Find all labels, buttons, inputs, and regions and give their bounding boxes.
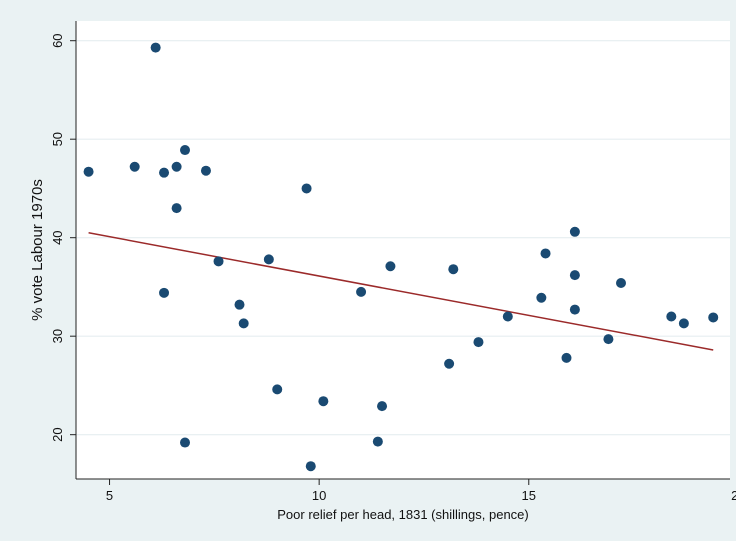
y-tick-label-60: 60 xyxy=(50,33,65,47)
data-point-15 xyxy=(301,183,312,194)
grid-lines xyxy=(76,40,730,436)
data-point-19 xyxy=(372,436,383,447)
data-point-34 xyxy=(666,311,677,322)
x-tick-label-15: 15 xyxy=(522,488,536,503)
data-point-10 xyxy=(180,437,190,448)
data-point-23 xyxy=(448,264,459,275)
fit-line xyxy=(88,232,714,351)
data-point-29 xyxy=(569,226,580,237)
data-point-30 xyxy=(569,270,580,281)
data-point-13 xyxy=(263,254,274,265)
data-point-36 xyxy=(708,312,719,323)
x-tick-label-5: 5 xyxy=(106,488,113,503)
data-point-8 xyxy=(159,287,170,298)
x-tick-label-10: 10 xyxy=(312,488,326,503)
data-point-35 xyxy=(678,318,689,329)
data-point-26 xyxy=(536,292,547,303)
plot-area xyxy=(76,21,730,479)
data-point-11 xyxy=(234,299,245,310)
y-tick-label-30: 30 xyxy=(50,329,65,343)
data-point-0 xyxy=(83,166,94,177)
data-point-32 xyxy=(603,334,614,345)
data-point-6 xyxy=(171,203,182,214)
data-point-28 xyxy=(561,352,572,363)
data-point-2 xyxy=(150,42,161,53)
y-axis-label: % vote Labour 1970s xyxy=(29,179,46,321)
data-point-20 xyxy=(377,401,388,412)
axes: 20 30 40 50 60 5 10 15 20 xyxy=(50,21,736,503)
data-point-17 xyxy=(318,396,329,407)
fit-line-layer xyxy=(88,232,714,351)
data-point-7 xyxy=(200,165,211,176)
data-point-12 xyxy=(238,318,249,329)
data-point-1 xyxy=(129,161,140,172)
data-point-24 xyxy=(473,337,484,348)
y-tick-label-20: 20 xyxy=(50,427,65,441)
data-point-33 xyxy=(616,277,626,288)
data-point-21 xyxy=(385,261,396,272)
y-tick-label-40: 40 xyxy=(50,230,65,244)
x-axis-label: Poor relief per head, 1831 (shillings, p… xyxy=(277,507,528,522)
data-point-5 xyxy=(180,145,190,156)
data-point-4 xyxy=(171,161,182,172)
data-point-14 xyxy=(272,384,283,395)
data-point-9 xyxy=(213,256,224,267)
y-tick-label-50: 50 xyxy=(50,132,65,146)
data-point-22 xyxy=(444,358,455,369)
data-points xyxy=(83,42,719,472)
data-point-3 xyxy=(159,167,170,178)
data-point-31 xyxy=(569,304,580,315)
data-point-27 xyxy=(540,248,551,259)
data-point-25 xyxy=(502,311,513,322)
data-point-16 xyxy=(305,461,316,472)
x-tick-label-20: 20 xyxy=(731,488,736,503)
data-point-18 xyxy=(356,286,367,297)
